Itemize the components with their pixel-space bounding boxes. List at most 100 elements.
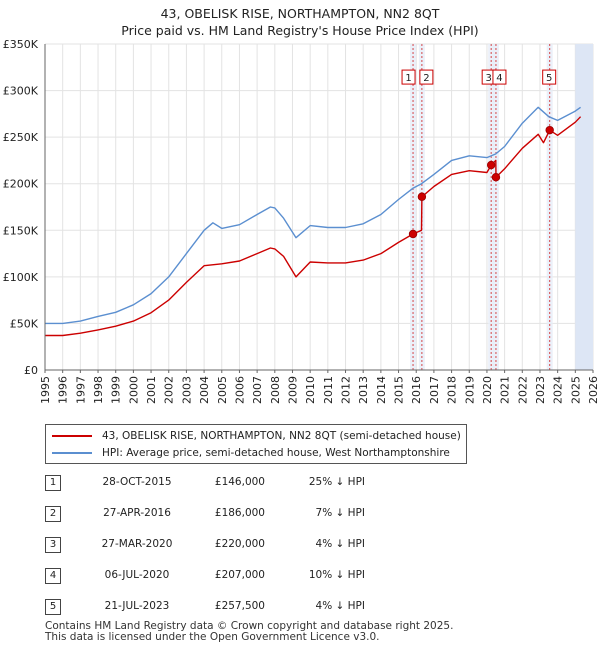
x-tick-label: 2025 xyxy=(569,376,582,404)
plot-area xyxy=(45,44,593,370)
transaction-point-2 xyxy=(417,192,427,201)
transaction-box-label-1: 1 xyxy=(405,73,411,84)
transaction-box-label-4: 4 xyxy=(496,73,502,84)
x-tick-label: 2022 xyxy=(516,376,529,404)
x-tick-label: 2019 xyxy=(463,376,476,404)
x-tick-label: 2023 xyxy=(534,376,547,404)
transaction-date: 06-JUL-2020 xyxy=(104,569,170,581)
property-line xyxy=(45,116,582,337)
transaction-number: 5 xyxy=(45,599,61,615)
transaction-band-1 xyxy=(410,44,417,370)
x-tick-label: 2008 xyxy=(269,376,282,404)
transaction-hpi-diff: 7% ↓ HPI xyxy=(315,507,365,519)
x-tick-label: 1999 xyxy=(110,376,123,404)
transaction-number: 3 xyxy=(45,537,61,553)
transaction-point-4 xyxy=(491,172,501,182)
transaction-row-5: 5 21-JUL-2023 £257,500 4% ↓ HPI xyxy=(45,599,465,615)
footer-licence: This data is licensed under the Open Gov… xyxy=(45,631,380,643)
y-tick-label: £0 xyxy=(24,364,38,377)
transaction-row-4: 4 06-JUL-2020 £207,000 10% ↓ HPI xyxy=(45,568,465,584)
legend-label-property: 43, OBELISK RISE, NORTHAMPTON, NN2 8QT (… xyxy=(102,430,461,442)
x-tick-label: 2011 xyxy=(322,376,335,404)
transaction-price: £257,500 xyxy=(214,600,265,612)
y-tick-label: £200K xyxy=(3,178,39,191)
x-tick-label: 2009 xyxy=(286,376,299,404)
y-tick-label: £150K xyxy=(3,224,39,237)
transaction-box-label-2: 2 xyxy=(423,73,429,84)
legend-swatch-property xyxy=(52,435,92,437)
legend: 43, OBELISK RISE, NORTHAMPTON, NN2 8QT (… xyxy=(45,424,467,464)
x-tick-label: 2004 xyxy=(198,376,211,404)
legend-swatch-hpi xyxy=(52,452,92,454)
x-tick-label: 2013 xyxy=(357,376,370,404)
x-tick-label: 2010 xyxy=(304,376,317,404)
x-tick-label: 2007 xyxy=(251,376,264,404)
legend-item-property: 43, OBELISK RISE, NORTHAMPTON, NN2 8QT (… xyxy=(46,428,461,444)
transaction-hpi-diff: 4% ↓ HPI xyxy=(315,538,365,550)
x-tick-label: 2017 xyxy=(428,376,441,404)
forecast-band xyxy=(575,44,593,370)
x-tick-label: 2015 xyxy=(393,376,406,404)
transaction-hpi-diff: 25% ↓ HPI xyxy=(308,476,365,488)
series xyxy=(45,106,582,337)
x-tick-label: 2021 xyxy=(499,376,512,404)
x-tick-label: 2001 xyxy=(145,376,158,404)
x-tick-label: 1996 xyxy=(57,376,70,404)
x-tick-label: 2018 xyxy=(446,376,459,404)
x-tick-label: 2000 xyxy=(127,376,140,404)
chart-title: 43, OBELISK RISE, NORTHAMPTON, NN2 8QT xyxy=(160,6,440,21)
y-tick-label: £350K xyxy=(3,38,39,51)
transaction-hpi-diff: 4% ↓ HPI xyxy=(315,600,365,612)
footer-copyright: Contains HM Land Registry data © Crown c… xyxy=(45,620,454,632)
legend-label-hpi: HPI: Average price, semi-detached house,… xyxy=(102,447,450,459)
x-tick-label: 2012 xyxy=(340,376,353,404)
x-tick-label: 2006 xyxy=(233,376,246,404)
x-tick-label: 2024 xyxy=(552,376,565,404)
transaction-box-2 xyxy=(419,69,434,85)
transaction-number: 4 xyxy=(45,568,61,584)
transaction-box-5 xyxy=(542,69,557,85)
transaction-box-label-5: 5 xyxy=(546,73,552,84)
transaction-row-3: 3 27-MAR-2020 £220,000 4% ↓ HPI xyxy=(45,537,465,553)
x-tick-label: 2002 xyxy=(163,376,176,404)
x-tick-label: 2014 xyxy=(375,376,388,404)
transaction-band-3 xyxy=(488,44,495,370)
transaction-date: 21-JUL-2023 xyxy=(104,600,170,612)
transaction-number: 2 xyxy=(45,506,61,522)
transaction-date: 28-OCT-2015 xyxy=(102,476,172,488)
x-tick-label: 1998 xyxy=(92,376,105,404)
axes: £0 £50K £100K £150K £200K £250K £300K £350K 1995… xyxy=(3,38,600,404)
transaction-row-2: 2 27-APR-2016 £186,000 7% ↓ HPI xyxy=(45,506,465,522)
transaction-row-1: 1 28-OCT-2015 £146,000 25% ↓ HPI xyxy=(45,475,465,491)
x-tick-label: 2016 xyxy=(410,376,423,404)
transaction-box-1 xyxy=(401,69,416,85)
transaction-price: £186,000 xyxy=(214,507,265,519)
y-tick-label: £300K xyxy=(3,85,39,98)
transaction-band-4 xyxy=(492,44,499,370)
transaction-price: £207,000 xyxy=(214,569,265,581)
transaction-point-5 xyxy=(545,125,554,135)
x-tick-label: 1995 xyxy=(39,376,52,404)
transaction-hpi-diff: 10% ↓ HPI xyxy=(308,569,365,581)
transaction-point-1 xyxy=(408,229,418,239)
x-tick-label: 2005 xyxy=(216,376,229,404)
transaction-box-4 xyxy=(492,69,507,85)
x-tick-label: 2020 xyxy=(481,376,494,404)
grid xyxy=(44,43,594,371)
transaction-number: 1 xyxy=(45,475,61,491)
legend-item-hpi: HPI: Average price, semi-detached house,… xyxy=(46,445,450,461)
chart-subtitle: Price paid vs. HM Land Registry's House … xyxy=(121,23,479,38)
hpi-line xyxy=(45,106,582,325)
transaction-date: 27-MAR-2020 xyxy=(101,538,173,550)
x-tick-label: 2003 xyxy=(180,376,193,404)
transaction-price: £220,000 xyxy=(214,538,265,550)
x-tick-label: 2026 xyxy=(587,376,600,404)
transaction-price: £146,000 xyxy=(214,476,265,488)
y-tick-label: £250K xyxy=(3,131,39,144)
transaction-point-3 xyxy=(486,160,496,170)
x-tick-label: 1997 xyxy=(74,376,87,404)
y-tick-label: £50K xyxy=(10,317,39,330)
transaction-band-5 xyxy=(546,44,553,370)
